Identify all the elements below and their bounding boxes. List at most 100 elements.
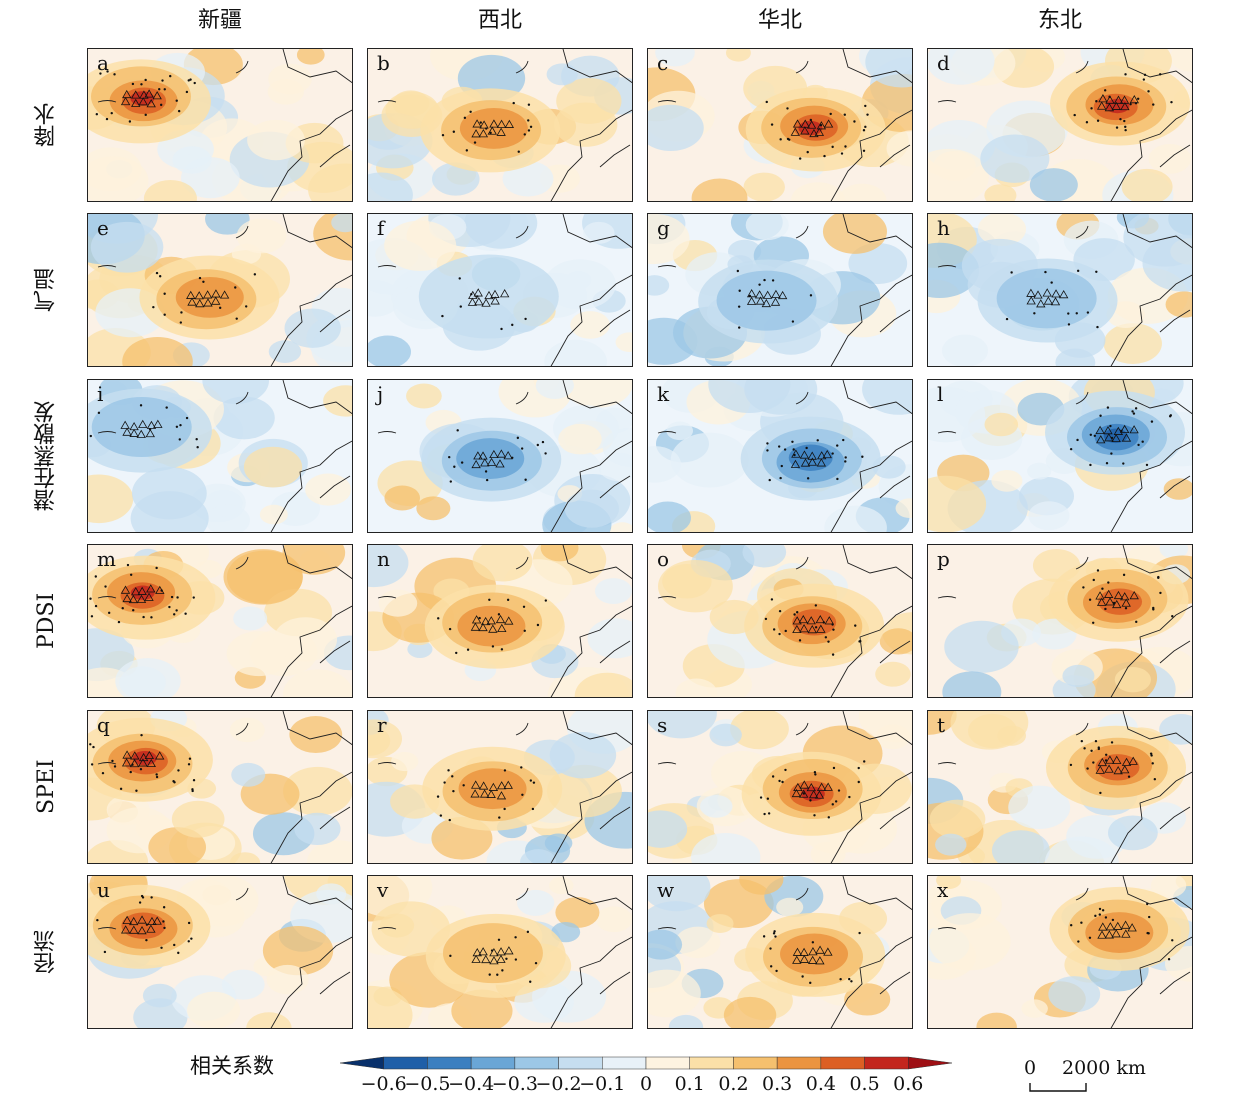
scale-bar: 0 2000 km bbox=[1020, 1057, 1180, 1097]
map-panel-t: t bbox=[927, 710, 1193, 864]
colorbar-bin bbox=[864, 1056, 909, 1070]
map-field-q bbox=[88, 711, 352, 863]
map-panel-k: k bbox=[647, 379, 913, 533]
colorbar-bin bbox=[427, 1056, 472, 1070]
panel-letter: o bbox=[657, 547, 670, 571]
map-field-e bbox=[88, 214, 352, 366]
panel-letter: d bbox=[937, 51, 950, 75]
panel-letter: k bbox=[657, 382, 670, 406]
map-field-a bbox=[88, 49, 352, 201]
map-field-d bbox=[928, 49, 1192, 201]
colorbar-bin bbox=[602, 1056, 647, 1070]
map-panel-m: m bbox=[87, 544, 353, 698]
map-panel-o: o bbox=[647, 544, 913, 698]
panel-letter: m bbox=[97, 547, 116, 571]
map-field-f bbox=[368, 214, 632, 366]
map-field-o bbox=[648, 545, 912, 697]
map-field-p bbox=[928, 545, 1192, 697]
scale-label: 2000 km bbox=[1062, 1057, 1146, 1079]
map-field-k bbox=[648, 380, 912, 532]
colorbar-bin bbox=[514, 1056, 559, 1070]
panel-letter: x bbox=[937, 878, 949, 902]
panel-letter: j bbox=[377, 382, 384, 406]
map-panel-u: u bbox=[87, 875, 353, 1029]
map-field-h bbox=[928, 214, 1192, 366]
colorbar-tick-label: 0.5 bbox=[849, 1073, 880, 1095]
colorbar-tick-label: −0.1 bbox=[579, 1073, 626, 1095]
map-panel-w: w bbox=[647, 875, 913, 1029]
map-panel-g: g bbox=[647, 213, 913, 367]
map-field-t bbox=[928, 711, 1192, 863]
map-field-c bbox=[648, 49, 912, 201]
map-field-r bbox=[368, 711, 632, 863]
column-title-xinjiang: 新疆 bbox=[197, 8, 242, 33]
colorbar-bin bbox=[689, 1056, 734, 1070]
colorbar-bin bbox=[558, 1056, 603, 1070]
colorbar bbox=[339, 1056, 953, 1070]
panel-letter: i bbox=[97, 382, 104, 406]
map-panel-i: i bbox=[87, 379, 353, 533]
colorbar-tick-label: −0.5 bbox=[404, 1073, 451, 1095]
colorbar-tick-label: 0.2 bbox=[718, 1073, 749, 1095]
panel-letter: f bbox=[377, 216, 385, 240]
row-label-pet: 潜在蒸散发 bbox=[34, 401, 59, 511]
row-label-pdsi: PDSI bbox=[34, 592, 59, 650]
colorbar-bin bbox=[470, 1056, 516, 1070]
map-panel-x: x bbox=[927, 875, 1193, 1029]
colorbar-bin bbox=[339, 1056, 384, 1070]
colorbar-bin bbox=[776, 1056, 822, 1070]
colorbar-tick-label: 0.6 bbox=[893, 1073, 924, 1095]
column-title-northeast: 东北 bbox=[1037, 8, 1082, 33]
panel-letter: n bbox=[377, 547, 390, 571]
map-field-n bbox=[368, 545, 632, 697]
map-field-w bbox=[648, 876, 912, 1028]
panel-letter: q bbox=[97, 713, 110, 737]
map-panel-v: v bbox=[367, 875, 633, 1029]
row-label-spei: SPEI bbox=[34, 759, 59, 815]
map-field-s bbox=[648, 711, 912, 863]
panel-letter: t bbox=[937, 713, 946, 737]
map-field-v bbox=[368, 876, 632, 1028]
colorbar-bin bbox=[383, 1056, 428, 1070]
panel-letter: g bbox=[657, 216, 670, 240]
panel-letter: c bbox=[657, 51, 669, 75]
colorbar-bin bbox=[645, 1056, 690, 1070]
colorbar-tick-label: −0.6 bbox=[360, 1073, 407, 1095]
map-panel-q: q bbox=[87, 710, 353, 864]
panel-letter: r bbox=[377, 713, 387, 737]
panel-letter: s bbox=[657, 713, 668, 737]
map-panel-f: f bbox=[367, 213, 633, 367]
map-panel-c: c bbox=[647, 48, 913, 202]
legend-title: 相关系数 bbox=[190, 1054, 274, 1078]
colorbar-tick-label: 0.3 bbox=[762, 1073, 793, 1095]
panel-letter: a bbox=[97, 51, 109, 75]
column-title-northwest: 西北 bbox=[477, 8, 522, 33]
map-panel-j: j bbox=[367, 379, 633, 533]
panel-letter: h bbox=[937, 216, 950, 240]
map-panel-r: r bbox=[367, 710, 633, 864]
colorbar-bin bbox=[733, 1056, 778, 1070]
map-panel-p: p bbox=[927, 544, 1193, 698]
colorbar-bin bbox=[820, 1056, 865, 1070]
row-label-runoff: 径流 bbox=[34, 930, 59, 974]
map-panel-s: s bbox=[647, 710, 913, 864]
map-panel-b: b bbox=[367, 48, 633, 202]
colorbar-tick-label: −0.2 bbox=[535, 1073, 582, 1095]
map-panel-a: a bbox=[87, 48, 353, 202]
colorbar-tick-label: 0 bbox=[639, 1073, 653, 1095]
colorbar-tick-label: −0.3 bbox=[491, 1073, 538, 1095]
map-field-j bbox=[368, 380, 632, 532]
map-panel-h: h bbox=[927, 213, 1193, 367]
row-label-precipitation: 降水 bbox=[34, 103, 59, 147]
map-panel-e: e bbox=[87, 213, 353, 367]
map-field-i bbox=[88, 380, 352, 532]
scale-zero: 0 bbox=[1024, 1057, 1037, 1079]
panel-letter: w bbox=[657, 878, 675, 902]
colorbar-tick-label: 0.1 bbox=[674, 1073, 705, 1095]
panel-letter: u bbox=[97, 878, 110, 902]
map-field-b bbox=[368, 49, 632, 201]
map-field-m bbox=[88, 545, 352, 697]
colorbar-tick-label: 0.4 bbox=[805, 1073, 836, 1095]
map-field-x bbox=[928, 876, 1192, 1028]
